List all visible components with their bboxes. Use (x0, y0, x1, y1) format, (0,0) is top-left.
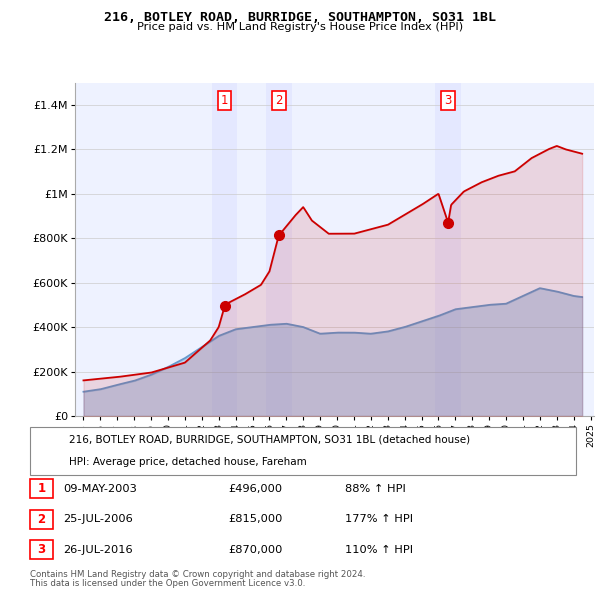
Text: 216, BOTLEY ROAD, BURRIDGE, SOUTHAMPTON, SO31 1BL (detached house): 216, BOTLEY ROAD, BURRIDGE, SOUTHAMPTON,… (69, 434, 470, 444)
Text: 3: 3 (37, 543, 46, 556)
Text: This data is licensed under the Open Government Licence v3.0.: This data is licensed under the Open Gov… (30, 579, 305, 588)
Text: 2: 2 (37, 513, 46, 526)
Bar (266, 83, 292, 416)
Text: 25-JUL-2006: 25-JUL-2006 (63, 514, 133, 524)
Text: HPI: Average price, detached house, Fareham: HPI: Average price, detached house, Fare… (69, 457, 307, 467)
Text: 1: 1 (37, 482, 46, 495)
Text: 09-MAY-2003: 09-MAY-2003 (63, 484, 137, 493)
Bar (212, 83, 238, 416)
Text: 177% ↑ HPI: 177% ↑ HPI (345, 514, 413, 524)
Text: £496,000: £496,000 (228, 484, 282, 493)
Text: £815,000: £815,000 (228, 514, 283, 524)
Text: 2: 2 (275, 94, 283, 107)
Text: 3: 3 (445, 94, 452, 107)
Text: 110% ↑ HPI: 110% ↑ HPI (345, 545, 413, 555)
Text: 88% ↑ HPI: 88% ↑ HPI (345, 484, 406, 493)
Text: Contains HM Land Registry data © Crown copyright and database right 2024.: Contains HM Land Registry data © Crown c… (30, 571, 365, 579)
Text: 26-JUL-2016: 26-JUL-2016 (63, 545, 133, 555)
Text: 216, BOTLEY ROAD, BURRIDGE, SOUTHAMPTON, SO31 1BL: 216, BOTLEY ROAD, BURRIDGE, SOUTHAMPTON,… (104, 11, 496, 24)
Text: Price paid vs. HM Land Registry's House Price Index (HPI): Price paid vs. HM Land Registry's House … (137, 22, 463, 32)
Bar (436, 83, 461, 416)
Text: 1: 1 (221, 94, 229, 107)
Text: £870,000: £870,000 (228, 545, 283, 555)
